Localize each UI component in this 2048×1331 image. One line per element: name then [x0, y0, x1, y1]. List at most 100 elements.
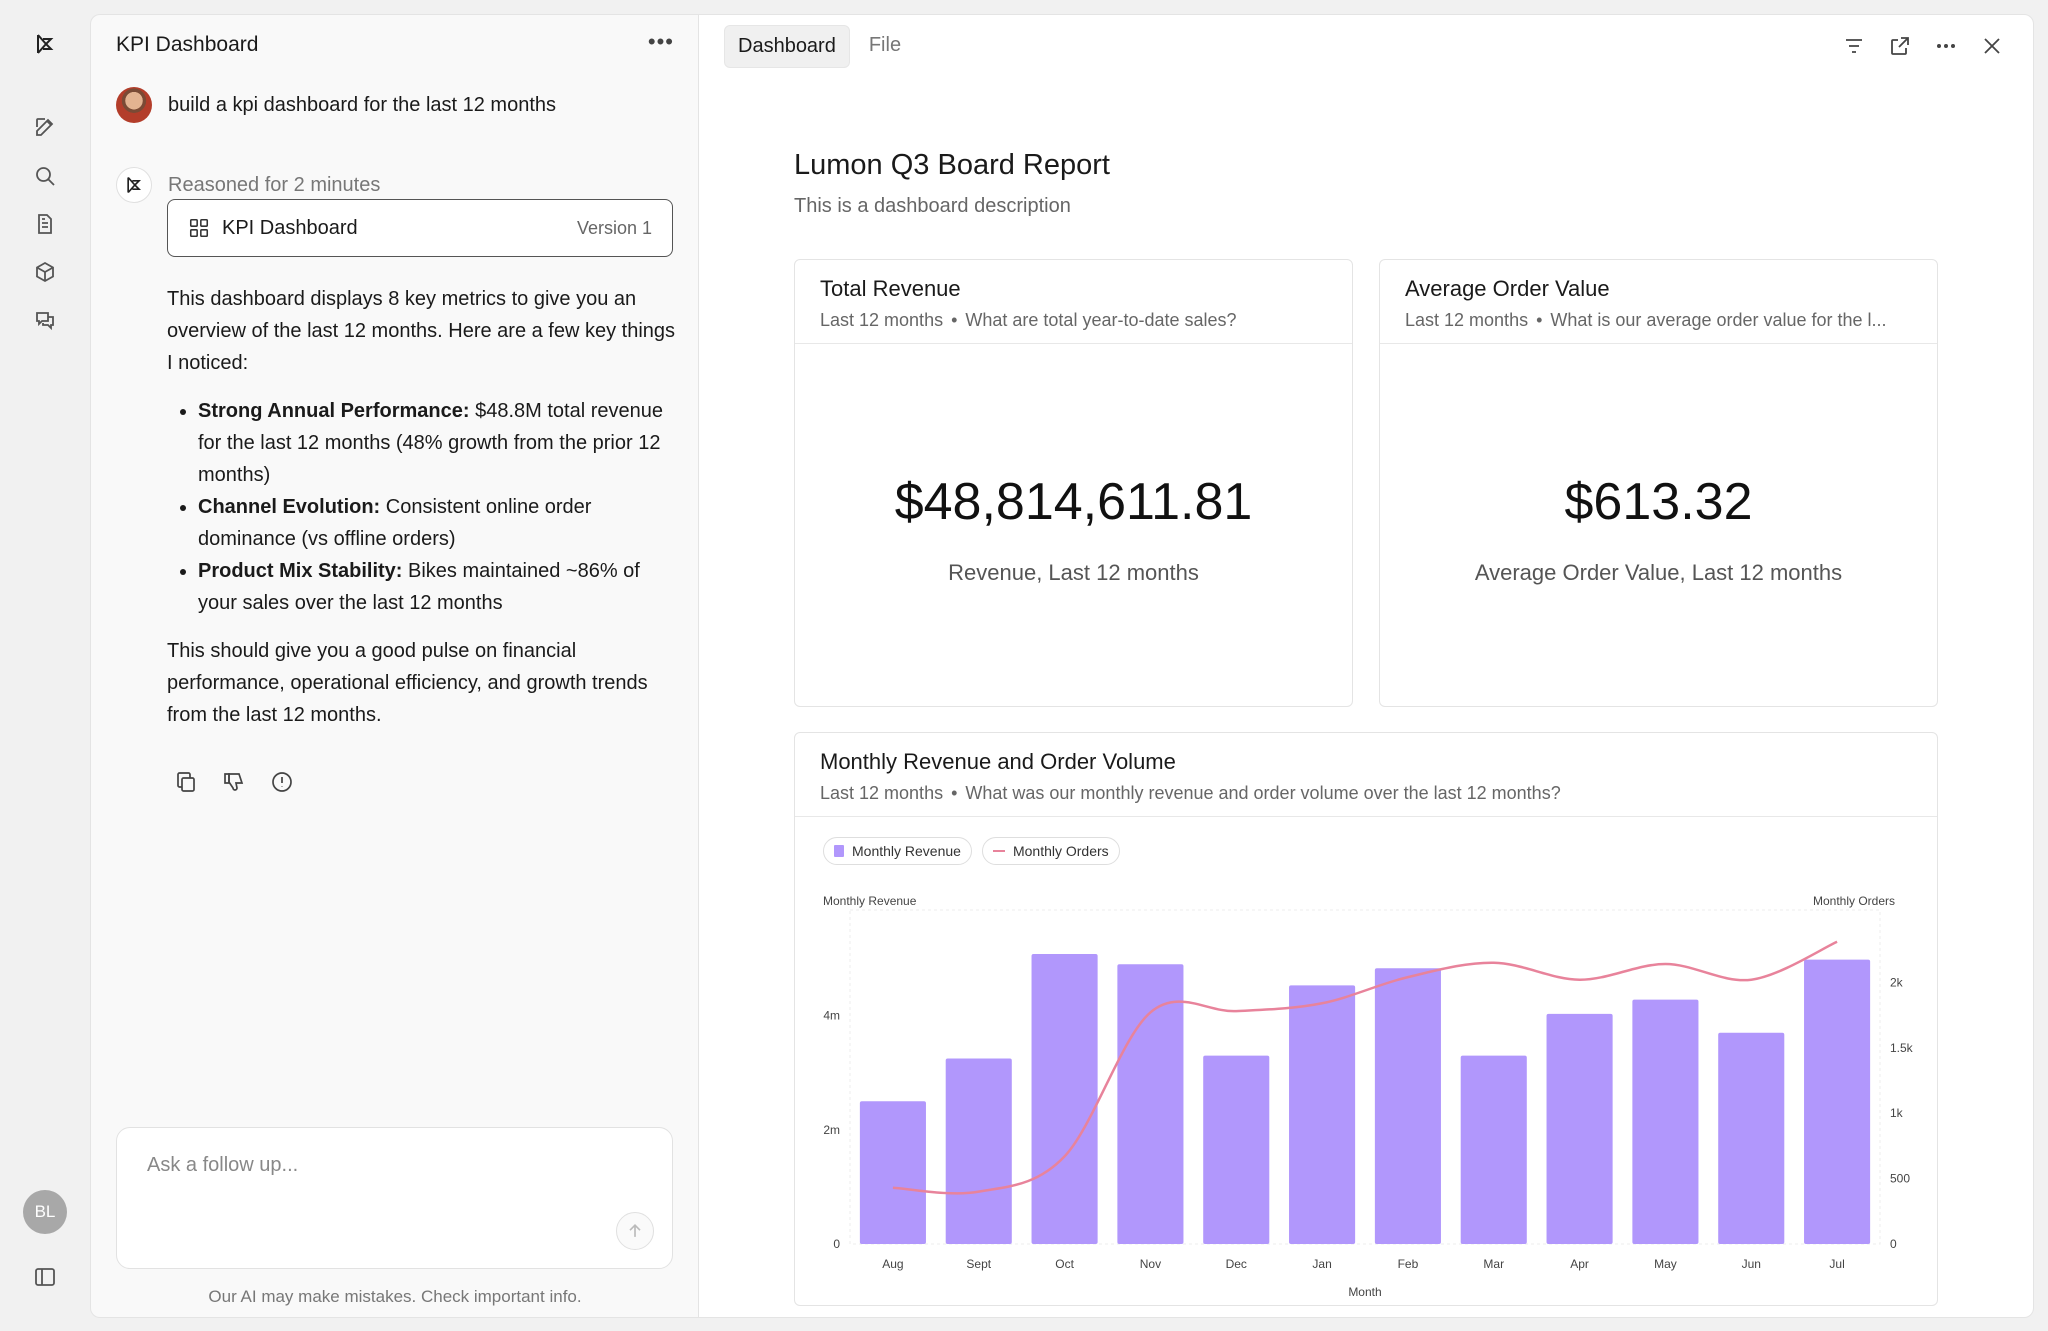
search-icon[interactable]: [29, 160, 61, 192]
bar-monthly-revenue: [1804, 959, 1871, 1244]
report-title: Lumon Q3 Board Report: [794, 149, 1110, 181]
chat-more-button[interactable]: •••: [647, 29, 674, 54]
kpi-value: $48,814,611.81: [894, 473, 1253, 531]
tab-file[interactable]: File: [868, 34, 902, 56]
chat-panel: KPI Dashboard ••• build a kpi dashboard …: [90, 14, 698, 1318]
insight-item: Channel Evolution: Consistent online ord…: [198, 491, 677, 555]
send-button[interactable]: [616, 1212, 654, 1250]
card-header: Total Revenue Last 12 months • What are to…: [795, 260, 1352, 344]
share-icon[interactable]: [1887, 33, 1913, 59]
card-subtitle: Last 12 months • What is our average order…: [1405, 310, 1887, 330]
more-icon[interactable]: [1933, 33, 1959, 59]
sidebar-toggle-icon[interactable]: [29, 1261, 61, 1293]
bar-monthly-revenue: [1289, 985, 1356, 1244]
bar-monthly-revenue: [1374, 968, 1441, 1244]
y-axis-left-title: Monthly Revenue: [823, 894, 917, 908]
x-axis-title: Month: [1348, 1285, 1381, 1299]
legend-monthly-orders[interactable]: Monthly Orders: [981, 837, 1120, 865]
follow-up-input[interactable]: [147, 1154, 627, 1177]
bar-monthly-revenue: [1632, 999, 1699, 1244]
x-tick-label: Jun: [1742, 1257, 1761, 1271]
x-tick-label: Mar: [1483, 1257, 1504, 1271]
report-description: This is a dashboard description: [794, 195, 1071, 217]
kpi-value: $613.32: [1564, 473, 1753, 531]
card-title: Average Order Value: [1405, 276, 1610, 301]
bar-monthly-revenue: [1546, 1013, 1613, 1244]
x-tick-label: Dec: [1226, 1257, 1247, 1271]
y-right-tick-label: 500: [1890, 1172, 1910, 1186]
y-right-tick-label: 1.5k: [1890, 1041, 1914, 1055]
insight-item: Strong Annual Performance: $48.8M total …: [198, 395, 677, 491]
x-tick-label: Jan: [1312, 1257, 1331, 1271]
reasoning-row[interactable]: Reasoned for 2 minutes: [116, 167, 380, 203]
card-header: Monthly Revenue and Order Volume Last 12…: [795, 733, 1937, 817]
chart-card-monthly-revenue[interactable]: Monthly Revenue and Order Volume Last 12…: [794, 732, 1938, 1306]
assistant-logo-icon: [116, 167, 152, 203]
combo-chart: Monthly Revenue Monthly Orders Month 0 2m 4m 0…: [823, 894, 1914, 1299]
bar-monthly-revenue: [1203, 1055, 1270, 1244]
bar-monthly-revenue: [1031, 953, 1098, 1244]
insight-item: Product Mix Stability: Bikes maintained …: [198, 555, 677, 619]
copy-icon[interactable]: [173, 769, 199, 795]
y-axis-right-title: Monthly Orders: [1813, 894, 1895, 908]
follow-up-box: [116, 1127, 673, 1269]
chart-legend: Monthly Revenue Monthly Orders: [823, 837, 1120, 865]
report-issue-icon[interactable]: [269, 769, 295, 795]
y-left-tick-label: 4m: [823, 1009, 840, 1023]
y-left-tick-label: 0: [833, 1237, 840, 1251]
legend-monthly-revenue[interactable]: Monthly Revenue: [823, 837, 972, 865]
x-tick-label: Aug: [882, 1257, 903, 1271]
thumbs-down-icon[interactable]: [221, 769, 247, 795]
artifact-card[interactable]: KPI Dashboard Version 1: [167, 199, 673, 257]
y-right-tick-label: 0: [1890, 1237, 1897, 1251]
bar-monthly-revenue: [859, 1101, 926, 1244]
grid-icon: [188, 217, 210, 239]
chat-title: KPI Dashboard: [116, 33, 259, 56]
user-message-row: build a kpi dashboard for the last 12 mo…: [116, 87, 556, 123]
card-title: Monthly Revenue and Order Volume: [820, 749, 1176, 774]
card-title: Total Revenue: [820, 276, 961, 301]
close-icon[interactable]: [1979, 33, 2005, 59]
app-logo-icon[interactable]: [29, 28, 61, 60]
message-actions: [173, 769, 295, 795]
tab-bar: Dashboard File: [724, 25, 914, 68]
y-right-tick-label: 1k: [1890, 1106, 1904, 1120]
x-tick-label: Oct: [1055, 1257, 1074, 1271]
chats-icon[interactable]: [29, 304, 61, 336]
bar-monthly-revenue: [945, 1058, 1012, 1244]
card-subtitle: Last 12 months • What are total year-to-da…: [820, 310, 1237, 330]
new-chat-icon[interactable]: [29, 111, 61, 143]
filter-icon[interactable]: [1841, 33, 1867, 59]
x-tick-label: Jul: [1829, 1257, 1844, 1271]
y-left-tick-label: 2m: [823, 1123, 840, 1137]
y-right-tick-label: 2k: [1890, 975, 1904, 989]
x-tick-label: Sept: [966, 1257, 991, 1271]
user-photo-avatar: [116, 87, 152, 123]
reasoning-text: Reasoned for 2 minutes: [168, 173, 381, 196]
assistant-outro: This should give you a good pulse on fin…: [167, 640, 648, 726]
card-subtitle: Last 12 months • What was our monthly reve…: [820, 783, 1561, 803]
plot-frame: [849, 909, 1881, 1245]
app-rail: BL: [0, 0, 90, 1331]
disclaimer: Our AI may make mistakes. Check importan…: [208, 1287, 582, 1306]
kpi-label: Revenue, Last 12 months: [948, 560, 1199, 585]
tab-dashboard[interactable]: Dashboard: [724, 25, 850, 68]
bar-monthly-revenue: [1460, 1055, 1527, 1244]
cube-icon[interactable]: [29, 256, 61, 288]
dashboard-panel: Dashboard File Lumon Q3 Board Report Thi…: [698, 14, 2034, 1318]
bar-monthly-revenue: [1117, 964, 1184, 1244]
insight-list: Strong Annual Performance: $48.8M total …: [198, 395, 677, 619]
user-avatar[interactable]: BL: [23, 1190, 67, 1234]
panel-actions: [1841, 33, 2005, 59]
document-icon[interactable]: [29, 208, 61, 240]
assistant-intro: This dashboard displays 8 key metrics to…: [167, 288, 676, 374]
kpi-card-total-revenue[interactable]: Total Revenue Last 12 months • What are to…: [794, 259, 1353, 707]
assistant-message: This dashboard displays 8 key metrics to…: [167, 283, 677, 747]
line-monthly-orders: [892, 940, 1838, 1195]
x-tick-label: Nov: [1140, 1257, 1161, 1271]
user-message: build a kpi dashboard for the last 12 mo…: [168, 93, 557, 116]
x-tick-label: Feb: [1398, 1257, 1419, 1271]
card-header: Average Order Value Last 12 months • What …: [1380, 260, 1937, 344]
x-tick-label: May: [1654, 1257, 1677, 1271]
kpi-card-average-order-value[interactable]: Average Order Value Last 12 months • What …: [1379, 259, 1938, 707]
